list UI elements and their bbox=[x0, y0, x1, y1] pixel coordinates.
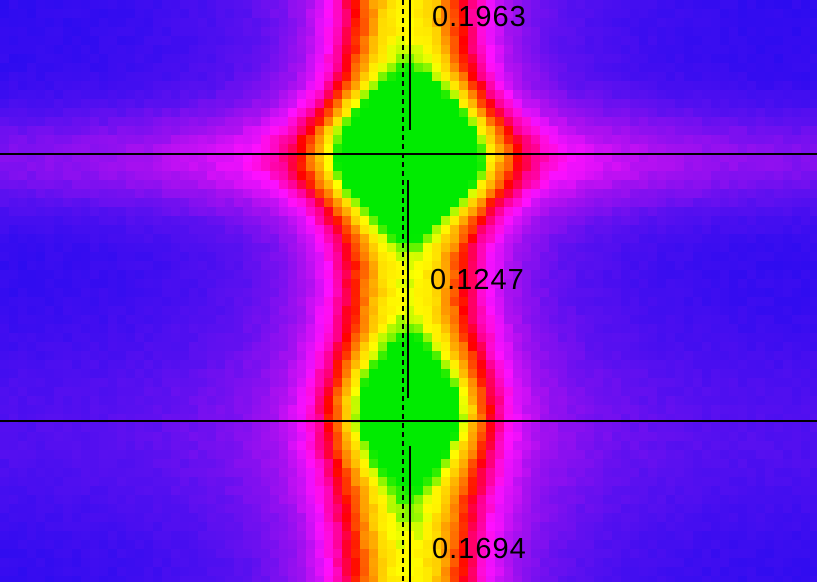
measurement-label-top: 0.1963 bbox=[432, 1, 527, 33]
vertical-measure-line-middle[interactable] bbox=[407, 180, 409, 398]
horizontal-cursor-line-lower[interactable] bbox=[0, 420, 817, 422]
horizontal-cursor-line-upper[interactable] bbox=[0, 153, 817, 155]
measurement-label-bottom: 0.1694 bbox=[432, 533, 527, 565]
measurement-label-middle: 0.1247 bbox=[430, 264, 525, 296]
vertical-measure-line-top[interactable] bbox=[409, 0, 411, 130]
vertical-measure-line-bottom[interactable] bbox=[409, 446, 411, 582]
center-dashed-guide-line bbox=[402, 0, 404, 582]
